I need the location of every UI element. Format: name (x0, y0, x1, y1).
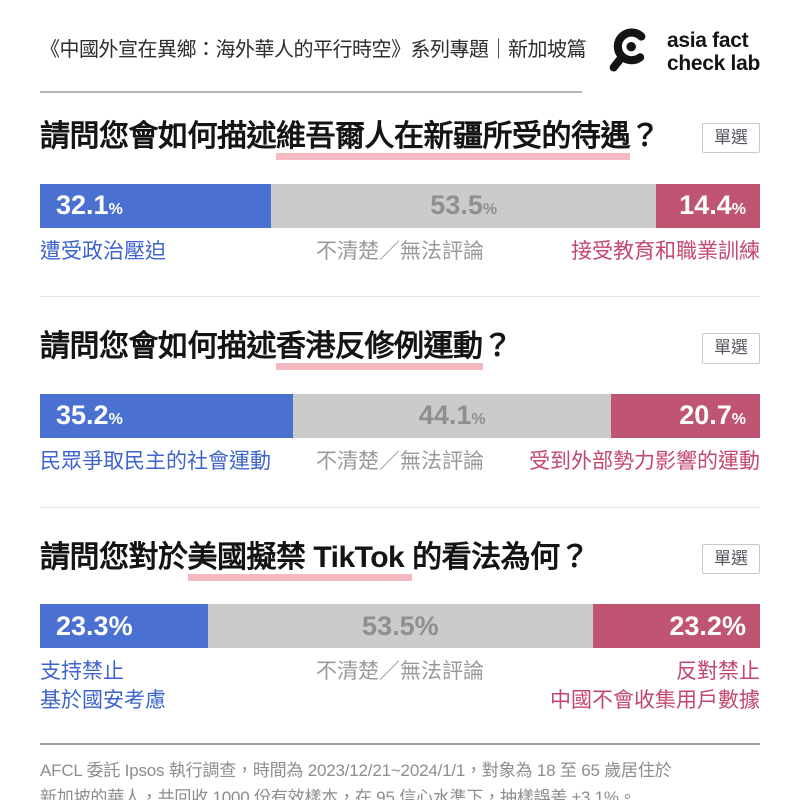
segment-value: 23.2% (669, 610, 746, 641)
segment-label-right: 受到外部勢力影響的運動 (529, 449, 760, 473)
bar-segment-middle: 53.5% (207, 604, 593, 649)
segment-label-right: 接受教育和職業訓練 (571, 239, 760, 263)
bar-segment-left: 35.2% (40, 393, 294, 438)
segment-label-middle: 不清楚／無法評論 (316, 449, 484, 473)
percent-sign: % (482, 201, 498, 218)
segment-value: 53.5% (430, 190, 498, 220)
segment-value: 23.3% (56, 610, 133, 641)
afcl-logo: asia fact check lab (606, 24, 760, 78)
footer-divider (40, 743, 760, 746)
single-choice-badge: 單選 (702, 543, 760, 575)
survey-methodology-note: AFCL 委託 Ipsos 執行調查，時間為 2023/12/21~2024/1… (40, 761, 672, 800)
segment-label-left: 支持禁止 基於國安考慮 (40, 660, 166, 713)
segment-value: 35.2% (56, 400, 123, 431)
question-text: 請問您對於 (40, 540, 188, 574)
question-text-tail: ？ (482, 330, 513, 364)
stacked-bar: 32.1% 53.5% 14.4% (40, 183, 760, 228)
percent-sign: % (731, 411, 746, 429)
segment-labels: 支持禁止 基於國安考慮 不清楚／無法評論 反對禁止 中國不會收集用戶數據 (40, 658, 760, 716)
segment-value: 53.5% (362, 610, 439, 641)
logo-wordmark: asia fact check lab (667, 29, 760, 75)
header-title-block: 《中國外宣在異鄉：海外華人的平行時空》系列專題｜新加坡篇 (40, 24, 587, 62)
question-row: 請問您對於美國擬禁 TikTok 的看法為何？ 單選 (40, 539, 760, 581)
segment-value: 20.7% (679, 400, 746, 431)
header: 《中國外宣在異鄉：海外華人的平行時空》系列專題｜新加坡篇 asia fact c… (40, 24, 760, 78)
segment-label-middle: 不清楚／無法評論 (316, 660, 484, 684)
bar-segment-left: 23.3% (40, 604, 208, 649)
question-row: 請問您會如何描述維吾爾人在新疆所受的待遇？ 單選 (40, 118, 760, 160)
percent-sign: % (108, 201, 123, 218)
percent-sign: % (414, 610, 439, 641)
segment-label-left: 民眾爭取民主的社會運動 (40, 449, 271, 473)
question-text: 請問您會如何描述 (40, 330, 277, 364)
question-section-2: 請問您會如何描述香港反修例運動？ 單選 35.2% 44.1% 20.7% 民眾… (40, 328, 760, 508)
section-divider (40, 506, 760, 508)
bar-segment-middle: 44.1% (293, 393, 611, 438)
percent-sign: % (108, 610, 133, 641)
question-highlight: 香港反修例運動 (276, 330, 483, 371)
segment-labels: 民眾爭取民主的社會運動 不清楚／無法評論 受到外部勢力影響的運動 (40, 448, 760, 477)
question-row: 請問您會如何描述香港反修例運動？ 單選 (40, 328, 760, 371)
bar-segment-right: 20.7% (610, 393, 760, 438)
footer: AFCL 委託 Ipsos 執行調查，時間為 2023/12/21~2024/1… (40, 743, 760, 800)
single-choice-badge: 單選 (702, 333, 760, 364)
percent-sign: % (471, 411, 486, 429)
segment-value: 14.4% (679, 190, 746, 220)
magnifier-eye-icon (609, 28, 646, 72)
page-title: 《中國外宣在異鄉：海外華人的平行時空》系列專題｜新加坡篇 (40, 39, 587, 61)
logo-line-2: check lab (666, 52, 760, 75)
percent-sign: % (721, 610, 746, 641)
bar-segment-right: 23.2% (592, 604, 760, 649)
segment-value: 32.1% (56, 190, 123, 220)
question-section-1: 請問您會如何描述維吾爾人在新疆所受的待遇？ 單選 32.1% 53.5% 14.… (40, 118, 760, 298)
segment-label-right: 反對禁止 中國不會收集用戶數據 (550, 660, 760, 713)
section-divider (40, 296, 760, 298)
logo-line-1: asia fact (666, 28, 749, 52)
question-section-3: 請問您對於美國擬禁 TikTok 的看法為何？ 單選 23.3% 53.5% 2… (40, 539, 760, 716)
question-title: 請問您會如何描述維吾爾人在新疆所受的待遇？ (40, 118, 660, 160)
segment-label-middle: 不清楚／無法評論 (316, 239, 484, 263)
percent-sign: % (731, 201, 746, 218)
question-title: 請問您會如何描述香港反修例運動？ (40, 328, 513, 371)
question-text-tail: ？ (630, 120, 660, 153)
bar-segment-left: 32.1% (40, 183, 272, 228)
question-highlight: 維吾爾人在新疆所受的待遇 (276, 120, 631, 160)
question-highlight: 美國擬禁 TikTok (187, 540, 413, 581)
question-text-tail: 的看法為何？ (412, 540, 590, 574)
percent-sign: % (108, 411, 123, 429)
header-divider (40, 91, 582, 93)
segment-value: 44.1% (418, 400, 486, 431)
single-choice-badge: 單選 (702, 123, 760, 154)
stacked-bar: 23.3% 53.5% 23.2% (40, 604, 760, 649)
segment-labels: 遭受政治壓迫 不清楚／無法評論 接受教育和職業訓練 (40, 238, 760, 267)
segment-label-left: 遭受政治壓迫 (40, 239, 166, 263)
question-title: 請問您對於美國擬禁 TikTok 的看法為何？ (40, 539, 590, 581)
question-text: 請問您會如何描述 (40, 120, 277, 153)
bar-segment-right: 14.4% (656, 183, 760, 228)
bar-segment-middle: 53.5% (271, 183, 657, 228)
stacked-bar: 35.2% 44.1% 20.7% (40, 393, 760, 438)
